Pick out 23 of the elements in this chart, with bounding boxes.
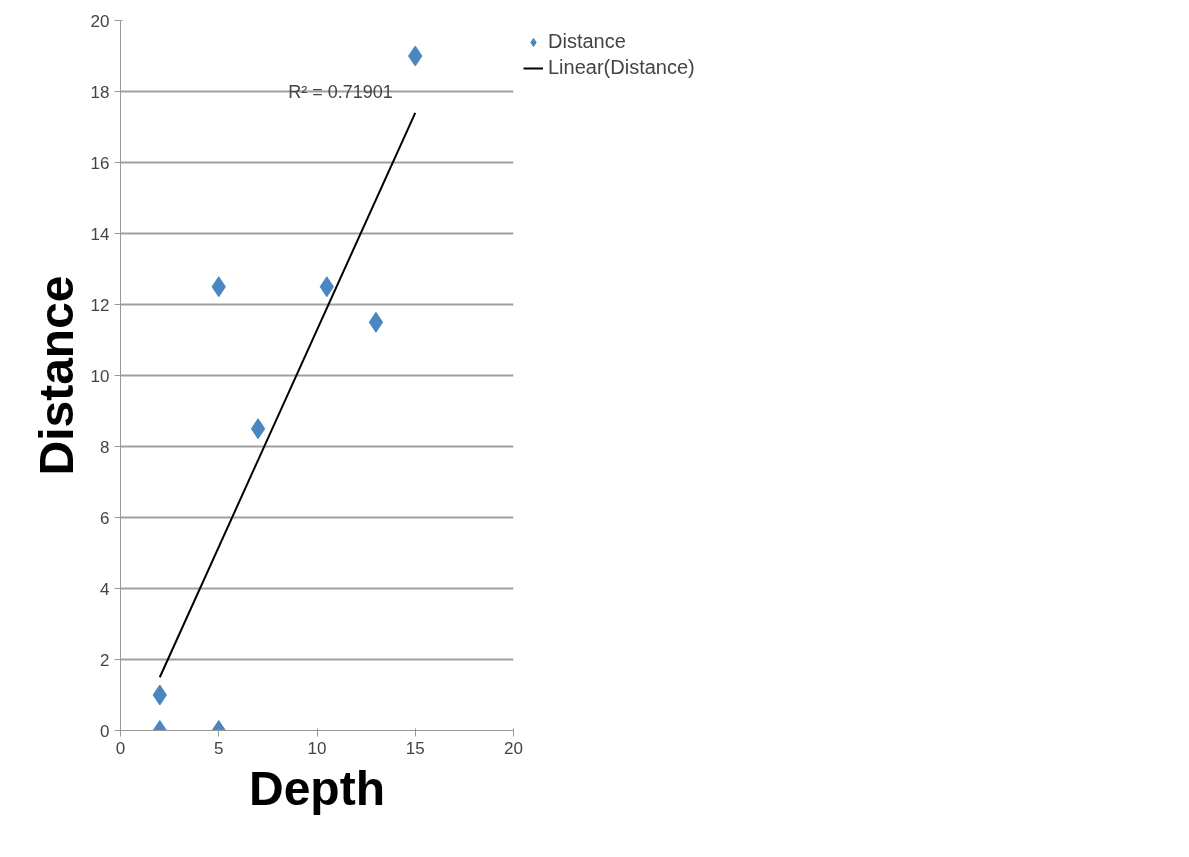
point [250,418,266,440]
y-tick-label: 2 [100,650,110,670]
y-tick-label: 10 [90,366,110,386]
y-tick-label: 16 [90,153,110,173]
y-tick-label: 20 [90,11,110,31]
y-tick-label: 12 [90,295,110,315]
annotation: R² = 0.71901 [288,82,393,103]
legend-label: Distance [548,30,626,53]
y-tick-label: 18 [90,82,110,102]
y-tick-label: 0 [100,721,110,741]
x-tick-label: 0 [115,738,126,758]
x-tick-label: 20 [504,738,523,758]
x-tick-label: 10 [307,738,327,758]
y-tick-label: 4 [100,579,110,599]
x-tick-label: 15 [405,738,425,758]
y-tick-label: 8 [100,437,110,457]
y-tick-label: 14 [90,224,110,244]
x-axis-title: Depth [249,761,385,815]
point [368,311,384,333]
y-tick-label: 6 [100,508,110,528]
legend-label: Linear(Distance) [548,56,695,79]
x-tick-label: 5 [214,738,224,758]
y-axis-title: Distance [29,275,83,476]
